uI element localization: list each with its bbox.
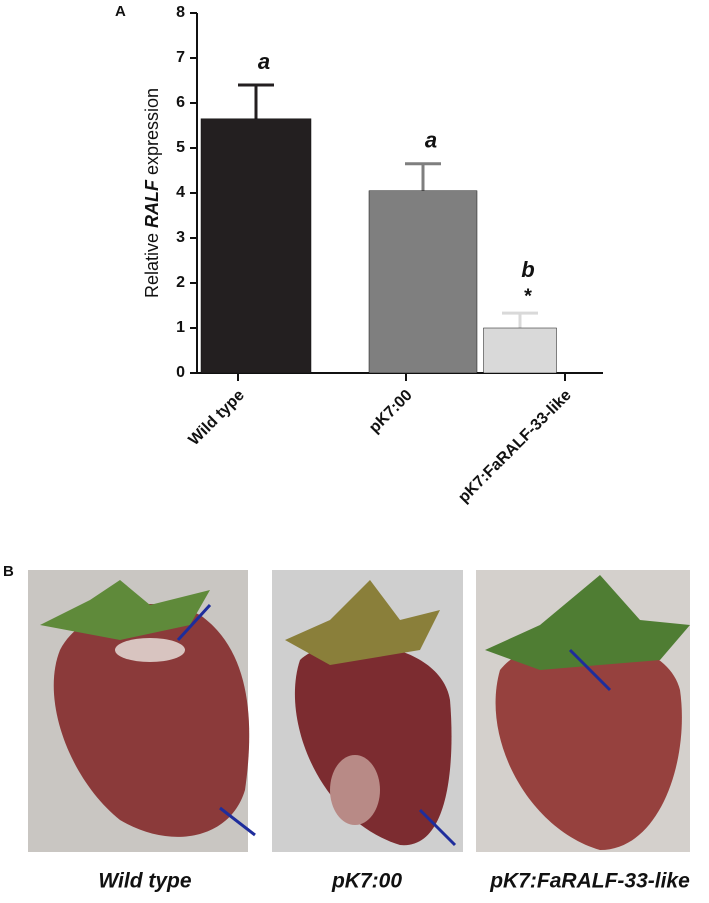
significance-letter: a (425, 128, 437, 153)
y-tick-label: 1 (176, 319, 185, 336)
bar (368, 190, 478, 374)
photo (476, 570, 690, 852)
x-tick-label: Wild type (186, 387, 248, 449)
y-axis-label: Relative RALF expression (142, 88, 162, 298)
photo (28, 570, 256, 852)
significance-letter: a (258, 49, 270, 74)
bar (200, 118, 312, 374)
y-tick-label: 6 (176, 94, 185, 111)
asterisk: * (524, 285, 532, 307)
y-tick-label: 3 (176, 229, 185, 246)
x-tick-label: pK7:00 (366, 387, 416, 437)
y-tick-label: 5 (176, 139, 185, 156)
photos (28, 570, 690, 852)
y-tick-label: 7 (176, 49, 185, 66)
y-label-part: Relative (142, 228, 162, 298)
bar (483, 327, 557, 374)
y-label-part: RALF (142, 179, 162, 228)
panel-label: B (3, 563, 14, 580)
photo-caption: pK7:00 (331, 870, 402, 893)
y-tick-label: 8 (176, 4, 185, 21)
y-tick-label: 0 (176, 364, 185, 381)
y-tick-label: 2 (176, 274, 185, 291)
y-tick-label: 4 (176, 184, 185, 201)
photo-caption: Wild type (98, 870, 191, 893)
x-tick-label: pK7:FaRALF-33-like (455, 387, 575, 507)
panel-label: A (115, 3, 126, 20)
significance-letter: b (521, 257, 534, 282)
photo-caption: pK7:FaRALF-33-like (489, 870, 690, 893)
y-label-part: expression (142, 88, 162, 180)
photo (272, 570, 463, 852)
